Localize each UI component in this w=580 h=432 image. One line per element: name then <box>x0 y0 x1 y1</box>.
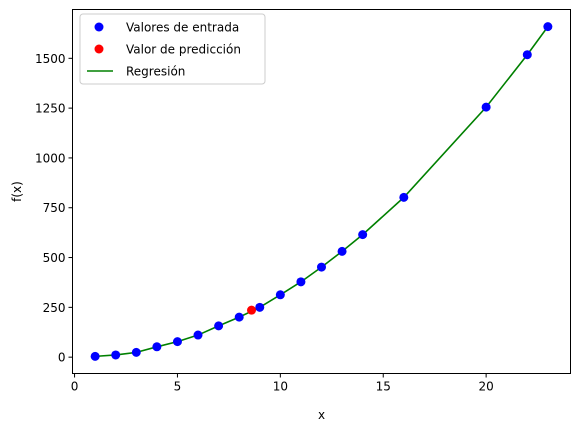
x-axis: 0 5 10 15 20 <box>71 373 494 394</box>
prediction-point <box>247 305 257 315</box>
input-point <box>234 312 244 322</box>
x-tick-label: 5 <box>174 380 182 394</box>
x-tick-label: 10 <box>273 380 288 394</box>
input-point <box>399 192 409 202</box>
legend-box <box>79 13 266 85</box>
y-tick-label: 0 <box>58 351 66 365</box>
y-tick-label: 750 <box>43 201 66 215</box>
input-point <box>131 347 141 357</box>
input-point <box>214 321 224 331</box>
input-point <box>275 290 285 300</box>
y-tick-label: 1000 <box>35 151 66 165</box>
plot-area <box>72 9 571 374</box>
legend-marker <box>94 44 104 54</box>
input-point <box>172 337 182 347</box>
input-point <box>358 230 368 240</box>
x-tick-label: 15 <box>376 380 391 394</box>
y-tick-label: 500 <box>43 251 66 265</box>
input-point <box>481 102 491 112</box>
y-tick-label: 1500 <box>35 52 66 66</box>
legend-label: Regresión <box>126 65 185 79</box>
input-point <box>337 246 347 256</box>
legend-label: Valores de entrada <box>126 21 239 35</box>
input-point <box>90 351 100 361</box>
input-point <box>111 350 121 360</box>
legend: Valores de entrada Valor de predicción Reg… <box>79 13 266 85</box>
y-tick-label: 250 <box>43 301 66 315</box>
y-axis-label: f(x) <box>10 181 24 202</box>
y-axis: 0 250 500 750 1000 1250 1500 <box>35 52 73 365</box>
legend-label: Valor de predicción <box>126 43 241 57</box>
x-axis-label: x <box>318 408 325 422</box>
plot-frame <box>72 9 571 374</box>
y-tick-label: 1250 <box>35 102 66 116</box>
input-point <box>317 262 326 272</box>
legend-marker <box>94 22 104 32</box>
input-point <box>193 330 203 340</box>
x-tick-label: 20 <box>478 380 493 394</box>
input-point <box>296 277 306 287</box>
x-tick-label: 0 <box>71 380 79 394</box>
input-point <box>152 342 162 352</box>
input-point <box>543 22 553 32</box>
input-point <box>255 302 265 312</box>
input-point <box>522 50 532 60</box>
